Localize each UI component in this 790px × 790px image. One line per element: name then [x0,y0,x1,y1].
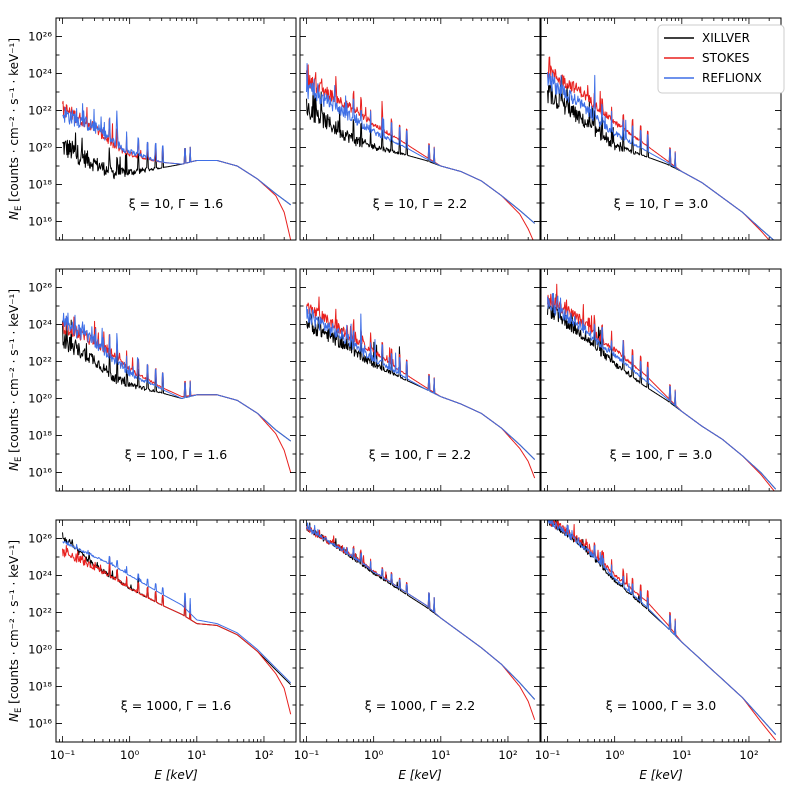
panel-label: ξ = 100, Γ = 1.6 [125,447,228,462]
y-tick-label: 10²² [28,606,52,620]
series-stokes-panel-1 [62,100,292,240]
series-reflionx-panel-5 [306,306,536,460]
y-axis-label: NE [counts · cm⁻² · s⁻¹ · keV⁻¹] [7,38,24,220]
series-reflionx-panel-2 [306,62,536,224]
y-tick-label: 10¹⁶ [28,466,52,480]
series-xillver-panel-1 [62,132,291,206]
y-tick-label: 10²⁰ [28,392,52,406]
x-tick-label: 10⁻¹ [294,748,319,762]
panel-label: ξ = 10, Γ = 3.0 [614,196,709,211]
x-tick-label: 10² [739,748,758,762]
series-xillver-panel-7 [62,532,292,686]
x-axis-label: E [keV] [639,768,683,782]
legend-label-stokes: STOKES [702,51,749,65]
y-tick-label: 10¹⁸ [28,680,52,694]
y-tick-label: 10²⁶ [28,281,52,295]
y-tick-label: 10²⁴ [28,318,52,332]
series-stokes-panel-8 [306,526,536,720]
x-tick-label: 10¹ [672,748,691,762]
legend-label-reflionx: REFLIONX [702,71,762,85]
y-axis-label: NE [counts · cm⁻² · s⁻¹ · keV⁻¹] [7,540,24,722]
series-reflionx-panel-7 [62,540,292,684]
y-axis-label: NE [counts · cm⁻² · s⁻¹ · keV⁻¹] [7,289,24,471]
panel-4: 10¹⁶ 10¹⁸ 10²⁰ 10²² 10²⁴ 10²⁶ ξ = 100, Γ = 1.6 [28,268,297,492]
panel-label: ξ = 1000, Γ = 1.6 [121,698,231,713]
x-tick-label: 10¹ [431,748,450,762]
y-tick-label: 10¹⁸ [28,429,52,443]
series-reflionx-panel-4 [62,312,291,442]
panel-label: ξ = 10, Γ = 1.6 [129,196,224,211]
x-tick-label: 10⁻¹ [50,748,75,762]
series-reflionx-panel-6 [547,292,777,490]
series-stokes-panel-2 [306,64,534,240]
series-reflionx-panel-3 [547,72,775,240]
legend-label-xillver: XILLVER [702,31,750,45]
x-tick-label: 10⁰ [364,748,384,762]
y-tick-label: 10²⁴ [28,569,52,583]
y-tick-label: 10¹⁶ [28,717,52,731]
series-stokes-panel-7 [62,544,292,715]
panel-label: ξ = 10, Γ = 2.2 [373,196,468,211]
x-tick-label: 10¹ [187,748,206,762]
y-tick-label: 10²⁶ [28,532,52,546]
panel-9: 10⁻¹ 10⁰ 10¹ 10² ξ = 1000, Γ = 3.0 [535,519,782,762]
panel-label: ξ = 1000, Γ = 2.2 [365,698,475,713]
panel-label: ξ = 1000, Γ = 3.0 [606,698,716,713]
y-tick-label: 10¹⁸ [28,178,52,192]
panel-5: ξ = 100, Γ = 2.2 [299,268,541,492]
series-reflionx-panel-9 [547,520,777,735]
y-tick-label: 10¹⁶ [28,215,52,229]
panel-6: ξ = 100, Γ = 3.0 [540,268,782,492]
x-tick-label: 10⁻¹ [535,748,560,762]
x-tick-label: 10⁰ [605,748,625,762]
series-xillver-panel-4 [62,319,291,442]
legend: XILLVER STOKES REFLIONX [657,24,785,94]
panel-1: 10¹⁶ 10¹⁸ 10²⁰ 10²² 10²⁴ 10²⁶ ξ = 10, Γ = 1.6 [28,17,297,241]
panel-8: 10⁻¹ 10⁰ 10¹ 10² ξ = 1000, Γ = 2.2 [294,519,541,762]
x-tick-label: 10² [498,748,517,762]
x-tick-label: 10⁰ [120,748,140,762]
panel-7: 10¹⁶ 10¹⁸ 10²⁰ 10²² 10²⁴ 10²⁶ 10⁻¹ 10⁰ 10¹ 10² ξ =… [28,519,297,762]
panel-label: ξ = 100, Γ = 2.2 [369,447,471,462]
panel-2: ξ = 10, Γ = 2.2 [299,17,541,241]
y-tick-label: 10²⁶ [28,30,52,44]
x-axis-label: E [keV] [154,768,198,782]
y-tick-label: 10²² [28,104,52,118]
panel-label: ξ = 100, Γ = 3.0 [610,447,713,462]
series-reflionx-panel-8 [306,522,536,700]
series-reflionx-panel-1 [62,103,291,206]
y-tick-label: 10²⁴ [28,67,52,81]
y-tick-label: 10²⁰ [28,141,52,155]
y-tick-label: 10²⁰ [28,643,52,657]
x-axis-label: E [keV] [398,768,442,782]
panel-grid: 10¹⁶ 10¹⁸ 10²⁰ 10²² 10²⁴ 10²⁶ ξ = 10, Γ = 1.6 ξ… [28,17,782,762]
panel-3: ξ = 10, Γ = 3.0 [540,17,782,241]
x-tick-label: 10² [254,748,273,762]
axis-labels: NE [counts · cm⁻² · s⁻¹ · keV⁻¹] NE [coun… [7,38,683,782]
y-tick-label: 10²² [28,355,52,369]
legend-box [657,24,785,94]
